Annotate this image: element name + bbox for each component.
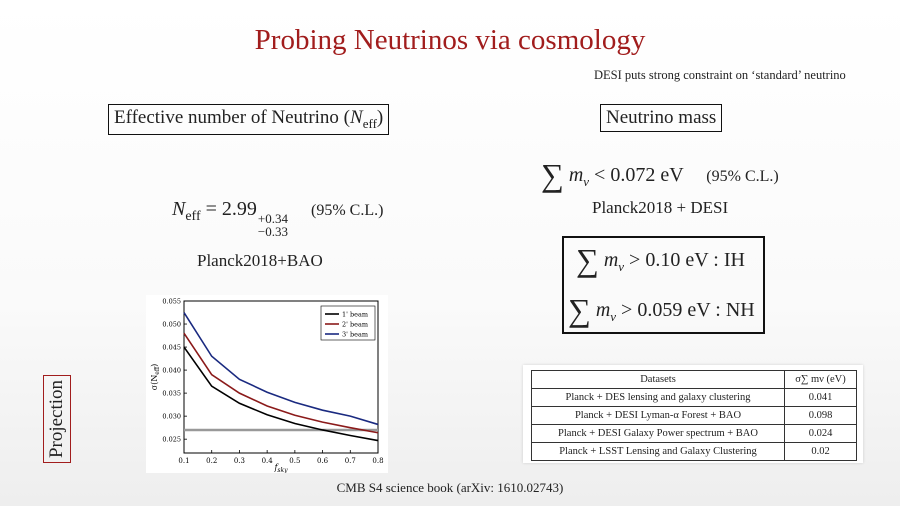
mass-m: m xyxy=(595,299,611,321)
desi-note: DESI puts strong constraint on ‘standard… xyxy=(594,68,846,82)
table-row: Planck + DESI Galaxy Power spectrum + BA… xyxy=(531,424,857,443)
citation: CMB S4 science book (arXiv: 1610.02743) xyxy=(336,480,564,495)
neff-heading-sub: eff xyxy=(362,115,377,131)
mass-nu: ν xyxy=(618,259,625,274)
y-tick-label: 0.040 xyxy=(162,367,181,375)
table-row: Planck + LSST Lensing and Galaxy Cluster… xyxy=(531,442,857,461)
x-tick-label: 0.2 xyxy=(206,457,217,465)
header-datasets: Datasets xyxy=(531,370,785,389)
ih-bound: ∑ mν > 0.10 eV : IH xyxy=(576,242,745,279)
value-cell: 0.024 xyxy=(784,424,857,443)
x-tick-label: 0.4 xyxy=(262,457,274,465)
x-tick-label: 0.6 xyxy=(317,457,329,465)
mass-nu: ν xyxy=(583,174,590,189)
neff-projection-chart: 0.1 0.2 0.3 0.4 0.5 0.6 0.7 0.8 0.025 0.030 0.035 0… xyxy=(146,295,388,475)
dataset-cell: Planck + LSST Lensing and Galaxy Cluster… xyxy=(531,442,785,461)
neff-source: Planck2018+BAO xyxy=(197,251,323,270)
table-row: Planck + DES lensing and galaxy clusteri… xyxy=(531,388,857,407)
neff-eq-upper: +0.34 xyxy=(257,211,289,226)
mass-heading: Neutrino mass xyxy=(600,104,723,132)
x-axis-label: fsky xyxy=(273,463,288,473)
legend-box xyxy=(320,305,376,341)
ih-text: > 0.10 eV : IH xyxy=(629,249,745,271)
legend-label: 2' beam xyxy=(342,321,368,329)
hierarchy-box xyxy=(562,236,765,334)
y-tick-label: 0.055 xyxy=(162,298,181,306)
neff-heading: Effective number of Neutrino (Neff) xyxy=(108,104,390,135)
sum-symbol: ∑ xyxy=(568,292,591,328)
neff-heading-close: ) xyxy=(376,107,384,128)
value-cell: 0.098 xyxy=(784,406,857,425)
mass-equation: ∑ mν < 0.072 eV (95% C.L.) xyxy=(541,157,779,194)
mass-m: m xyxy=(603,249,619,271)
legend-label: 3' beam xyxy=(342,331,368,339)
sensitivity-table: Datasets σ∑ mν (eV) Planck + DES lensing… xyxy=(531,370,857,461)
series-line-1 xyxy=(183,346,379,442)
table-row: Planck + DESI Lyman-α Forest + BAO 0.098 xyxy=(531,406,857,425)
neff-equation: Neff = 2.99 +0.34 −0.33 (95% C.L.) xyxy=(172,198,383,238)
projection-table: Datasets σ∑ mν (eV) Planck + DES lensing… xyxy=(523,365,863,463)
dataset-cell: Planck + DESI Lyman-α Forest + BAO xyxy=(531,406,785,425)
neff-eq-lhs-sub: eff xyxy=(185,209,201,224)
y-tick-label: 0.035 xyxy=(162,390,181,398)
legend-label: 1' beam xyxy=(342,311,368,319)
x-tick-label: 0.8 xyxy=(372,457,383,465)
y-tick-label: 0.045 xyxy=(162,344,181,352)
mass-cl: (95% C.L.) xyxy=(706,168,779,185)
neff-eq-lhs: N xyxy=(172,198,186,220)
mass-source: Planck2018 + DESI xyxy=(592,198,729,217)
nh-bound: ∑ mν > 0.059 eV : NH xyxy=(568,292,755,329)
neff-heading-text: Effective number of Neutrino ( xyxy=(114,107,351,128)
neff-heading-symbol: N xyxy=(350,107,363,128)
y-tick-label: 0.030 xyxy=(162,413,181,421)
neff-eq-value: = 2.99 xyxy=(205,198,257,220)
series-line-3 xyxy=(183,312,379,426)
y-tick-label: 0.025 xyxy=(162,436,181,444)
header-sigma: σ∑ mν (eV) xyxy=(784,370,857,389)
value-cell: 0.02 xyxy=(784,442,857,461)
slide-title: Probing Neutrinos via cosmology xyxy=(254,24,646,56)
series-line-2 xyxy=(183,332,379,434)
sum-symbol: ∑ xyxy=(541,157,564,193)
mass-bound: < 0.072 eV xyxy=(594,164,684,186)
x-tick-label: 0.3 xyxy=(234,457,245,465)
nh-text: > 0.059 eV : NH xyxy=(621,299,755,321)
chart-svg: 0.1 0.2 0.3 0.4 0.5 0.6 0.7 0.8 0.025 0.030 0.035 0… xyxy=(150,298,384,475)
table-header-row: Datasets σ∑ mν (eV) xyxy=(531,370,857,389)
value-cell: 0.041 xyxy=(784,388,857,407)
neff-eq-lower: −0.33 xyxy=(257,224,289,239)
projection-label: Projection xyxy=(43,375,71,463)
dataset-cell: Planck + DES lensing and galaxy clusteri… xyxy=(531,388,785,407)
projection-text: Projection xyxy=(46,379,67,459)
mass-nu: ν xyxy=(610,309,617,324)
x-tick-label: 0.5 xyxy=(289,457,300,465)
neff-cl: (95% C.L.) xyxy=(311,202,384,219)
x-tick-label: 0.7 xyxy=(345,457,356,465)
x-tick-label: 0.1 xyxy=(178,457,189,465)
y-axis-label: σ(Neff) xyxy=(150,364,161,391)
plot-frame xyxy=(183,300,379,454)
y-tick-label: 0.050 xyxy=(162,321,181,329)
sum-symbol: ∑ xyxy=(576,242,599,278)
mass-m: m xyxy=(568,164,584,186)
dataset-cell: Planck + DESI Galaxy Power spectrum + BA… xyxy=(531,424,785,443)
